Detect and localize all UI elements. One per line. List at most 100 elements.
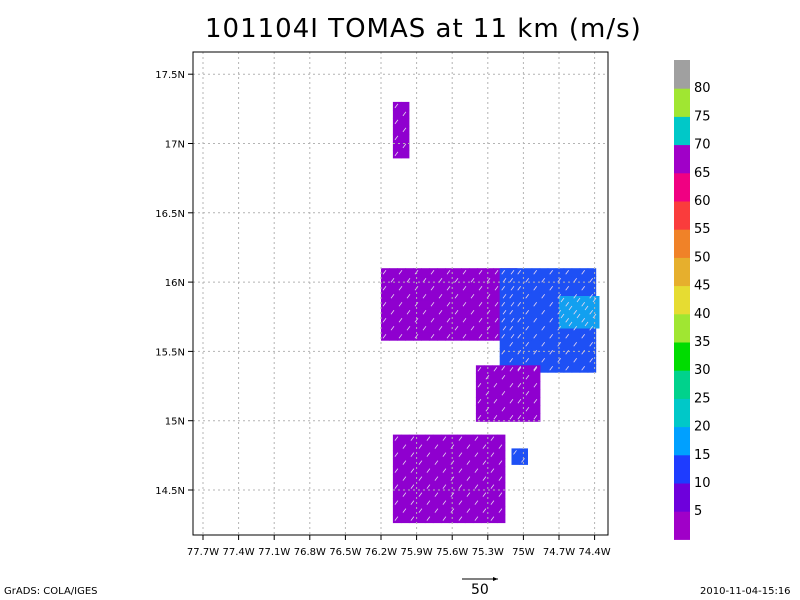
wind-arrow <box>438 325 443 331</box>
wind-cell <box>483 405 493 414</box>
wind-cell <box>432 514 442 524</box>
wind-cell <box>413 292 422 301</box>
wind-cell <box>437 324 446 333</box>
wind-cell <box>531 348 541 357</box>
wind-cell <box>571 268 581 277</box>
wind-arrow <box>565 365 570 371</box>
wind-arrow <box>477 383 482 388</box>
wind-cell <box>507 356 517 365</box>
wind-cell <box>523 292 533 301</box>
wind-cell <box>381 268 390 277</box>
wind-cell <box>555 364 565 373</box>
wind-cell <box>413 276 422 285</box>
wind-cell <box>493 316 502 325</box>
wind-arrow <box>509 383 514 388</box>
wind-cell <box>475 413 485 422</box>
wind-arrow <box>502 277 507 283</box>
wind-arrow <box>390 309 395 315</box>
wind-arrow <box>402 476 407 481</box>
wind-cell <box>429 324 438 333</box>
wind-cell <box>472 506 482 516</box>
wind-arrow <box>482 460 487 465</box>
wind-arrow <box>470 293 475 299</box>
wind-cell <box>563 364 573 373</box>
wind-cell <box>587 356 597 365</box>
wind-cell <box>491 413 501 422</box>
wind-cell <box>416 514 426 524</box>
wind-arrow <box>398 269 403 275</box>
wind-arrow <box>573 277 578 283</box>
wind-arrow <box>414 317 419 323</box>
wind-arrow <box>382 317 387 323</box>
wind-arrow <box>382 301 387 307</box>
wind-arrow <box>510 285 515 291</box>
wind-cell <box>432 506 442 516</box>
wind-cell <box>408 450 418 460</box>
wind-arrow <box>533 415 538 420</box>
wind-cell <box>448 474 458 484</box>
wind-cell <box>400 450 410 460</box>
wind-arrow <box>565 269 570 275</box>
wind-cell <box>563 268 573 277</box>
wind-cell <box>456 442 466 452</box>
wind-cell <box>480 482 490 492</box>
wind-cell <box>485 292 494 301</box>
wind-cell <box>579 356 589 365</box>
wind-arrow <box>510 269 515 275</box>
wind-cell <box>499 348 509 357</box>
x-tick-label: 76.2W <box>365 547 397 558</box>
wind-cell <box>496 482 506 492</box>
wind-arrow <box>581 349 586 355</box>
wind-arrow <box>422 309 427 315</box>
wind-cell <box>587 364 597 373</box>
wind-cell <box>405 300 414 309</box>
wind-cell <box>515 348 525 357</box>
wind-arrow <box>498 476 503 481</box>
wind-cell <box>515 373 525 382</box>
wind-cell <box>397 268 406 277</box>
wind-cell <box>547 276 557 285</box>
wind-cell <box>397 276 406 285</box>
grid-lines <box>193 52 608 535</box>
wind-arrow <box>418 444 423 449</box>
wind-arrow <box>458 484 463 489</box>
wind-cell <box>400 117 410 127</box>
wind-arrow <box>478 285 483 291</box>
wind-cell <box>392 434 402 444</box>
wind-arrow <box>581 333 586 339</box>
wind-arrow <box>568 305 573 311</box>
wind-cell <box>559 304 568 313</box>
wind-cell <box>424 498 434 508</box>
wind-cell <box>531 413 541 422</box>
wind-cell <box>456 514 466 524</box>
wind-cell <box>397 324 406 333</box>
wind-arrow <box>482 444 487 449</box>
wind-cell <box>424 514 434 524</box>
wind-cell <box>392 141 402 151</box>
wind-cell <box>496 506 506 516</box>
wind-cell <box>483 397 493 406</box>
wind-arrow <box>462 333 467 339</box>
wind-cell <box>488 498 498 508</box>
wind-cell <box>405 276 414 285</box>
wind-arrow <box>494 285 499 291</box>
wind-cell <box>389 276 398 285</box>
wind-arrow <box>573 293 578 299</box>
wind-arrow <box>450 492 455 497</box>
wind-cell <box>515 381 525 390</box>
wind-cell <box>499 316 509 325</box>
wind-cell <box>413 268 422 277</box>
wind-cell <box>424 450 434 460</box>
wind-arrow <box>490 468 495 473</box>
wind-arrow <box>442 436 447 441</box>
wind-cell <box>515 332 525 341</box>
wind-arrow <box>458 436 463 441</box>
wind-arrow <box>525 325 530 331</box>
wind-cell <box>429 268 438 277</box>
wind-cell <box>507 340 517 349</box>
wind-cell <box>381 292 390 301</box>
y-tick-label: 15N <box>165 417 185 428</box>
wind-arrow <box>557 341 562 347</box>
wind-arrow <box>394 436 399 441</box>
wind-cell <box>416 498 426 508</box>
